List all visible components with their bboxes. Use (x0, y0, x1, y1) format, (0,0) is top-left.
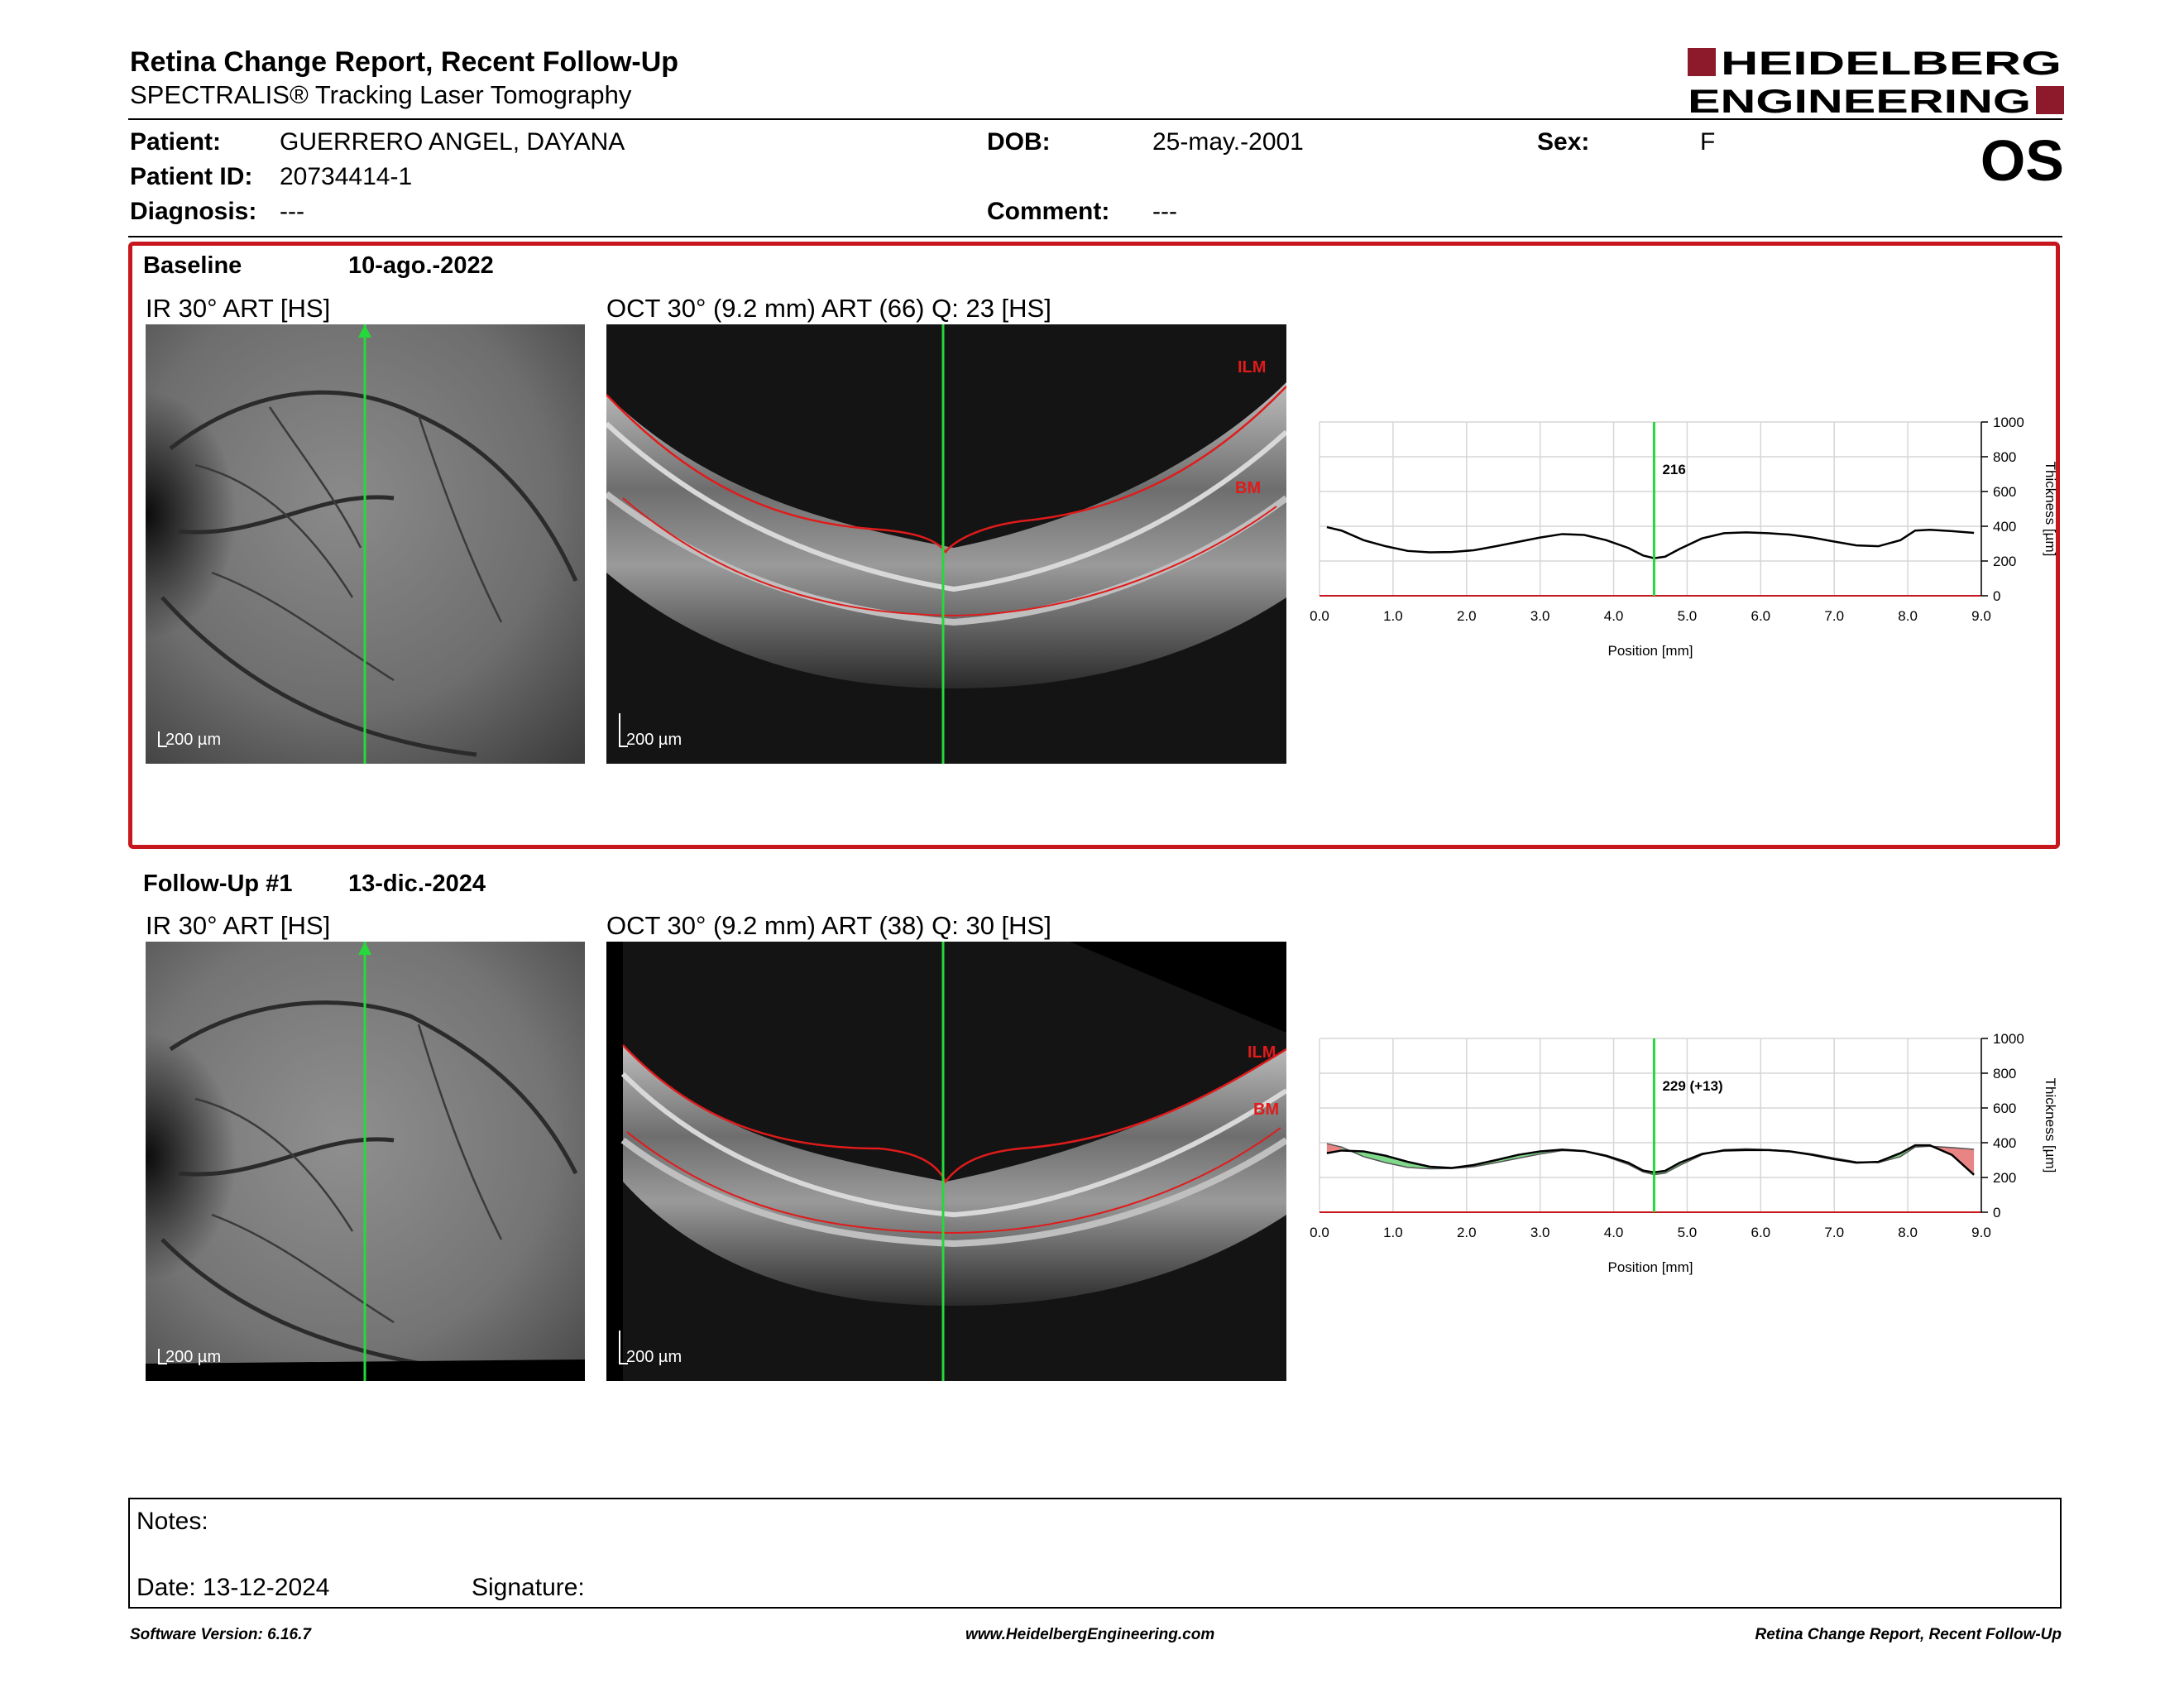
x-tick-label: 9.0 (1971, 1225, 1991, 1240)
logo-line1: HEIDELBERG (1721, 46, 2062, 82)
report-title: Retina Change Report, Recent Follow-Up (130, 46, 679, 78)
followup-ilm-label: ILM (1248, 1043, 1276, 1062)
y-tick-label: 600 (1993, 1101, 2016, 1116)
thickness-line (1326, 525, 1975, 559)
y-axis-label: Thickness [µm] (2043, 462, 2058, 557)
diagnosis-value: --- (280, 198, 304, 225)
followup-ir-caption: IR 30° ART [HS] (146, 911, 331, 940)
x-tick-label: 8.0 (1898, 1225, 1918, 1240)
baseline-ir-image: 200 µm (146, 324, 585, 764)
y-axis-label: Thickness [µm] (2043, 1078, 2058, 1173)
baseline-thickness-chart: 1000 800 600 400 200 0 0.0 1.0 2.0 3.0 4.0 5.0 6.0 7.… (1310, 415, 2058, 659)
y-tick-label: 200 (1993, 1170, 2016, 1186)
difference-area (1952, 1147, 1975, 1175)
dob-value: 25-may.-2001 (1152, 128, 1304, 156)
followup-bm-label: BM (1253, 1101, 1279, 1119)
dob-label: DOB: (987, 128, 1051, 156)
x-tick-label: 3.0 (1530, 608, 1550, 624)
sex-value: F (1700, 128, 1716, 156)
date-label: Date: 13-12-2024 (136, 1574, 330, 1601)
x-axis-label: Position [mm] (1608, 1259, 1693, 1275)
heidelberg-logo: HEIDELBERG ENGINEERING (1688, 46, 2064, 116)
footer-report-name: Retina Change Report, Recent Follow-Up (1755, 1626, 2062, 1643)
followup-ir-scale: 200 µm (165, 1348, 221, 1366)
x-tick-label: 1.0 (1383, 608, 1403, 624)
x-tick-label: 0.0 (1310, 1225, 1329, 1240)
difference-area (1363, 1151, 1386, 1163)
patient-name: GUERRERO ANGEL, DAYANA (280, 128, 625, 156)
followup-oct-image: ILM BM 200 µm (606, 942, 1286, 1381)
baseline-oct-caption: OCT 30° (9.2 mm) ART (66) Q: 23 [HS] (606, 294, 1051, 323)
patient-id-label: Patient ID: (130, 163, 253, 190)
marker-value-label: 229 (+13) (1662, 1078, 1722, 1094)
x-tick-label: 4.0 (1604, 1225, 1624, 1240)
x-tick-label: 7.0 (1824, 608, 1844, 624)
x-tick-label: 5.0 (1678, 608, 1698, 624)
baseline-section (128, 242, 2060, 849)
logo-line2: ENGINEERING (1688, 84, 2031, 116)
software-version: Software Version: 6.16.7 (130, 1626, 311, 1643)
y-tick-label: 200 (1993, 554, 2016, 569)
y-tick-label: 800 (1993, 449, 2016, 465)
y-tick-label: 0 (1993, 588, 2000, 604)
baseline-ir-caption: IR 30° ART [HS] (146, 294, 331, 323)
report-subtitle: SPECTRALIS® Tracking Laser Tomography (130, 80, 632, 109)
x-tick-label: 9.0 (1971, 608, 1991, 624)
baseline-reference-line (1326, 1143, 1975, 1176)
patient-id: 20734414-1 (280, 163, 413, 190)
sex-label: Sex: (1537, 128, 1590, 156)
y-tick-label: 400 (1993, 1135, 2016, 1151)
y-tick-label: 1000 (1993, 415, 2024, 430)
baseline-date: 10-ago.-2022 (348, 252, 494, 279)
x-tick-label: 8.0 (1898, 608, 1918, 624)
x-tick-label: 2.0 (1457, 608, 1477, 624)
followup-thickness-chart: 1000 800 600 400 200 0 0.0 1.0 2.0 3.0 4.0 5.0 6.0 7.… (1310, 1031, 2058, 1275)
baseline-oct-scale: 200 µm (626, 731, 682, 749)
y-tick-label: 1000 (1993, 1031, 2024, 1047)
patient-label: Patient: (130, 128, 222, 156)
thickness-line (1326, 1144, 1975, 1176)
y-tick-label: 0 (1993, 1205, 2000, 1220)
signature-label: Signature: (472, 1574, 585, 1601)
y-tick-label: 800 (1993, 1066, 2016, 1081)
notes-label: Notes: (136, 1508, 208, 1535)
comment-label: Comment: (987, 198, 1110, 225)
followup-oct-scale: 200 µm (626, 1348, 682, 1366)
baseline-oct-image: ILM BM 200 µm (606, 324, 1286, 764)
baseline-bm-label: BM (1235, 479, 1261, 497)
diagnosis-label: Diagnosis: (130, 198, 257, 225)
followup-label: Follow-Up #1 (143, 870, 293, 897)
followup-ir-image: 200 µm (146, 942, 585, 1381)
y-tick-label: 600 (1993, 484, 2016, 500)
marker-value-label: 216 (1662, 462, 1685, 477)
x-tick-label: 6.0 (1751, 1225, 1771, 1240)
followup-date: 13-dic.-2024 (348, 870, 486, 897)
x-tick-label: 4.0 (1604, 608, 1624, 624)
x-tick-label: 2.0 (1457, 1225, 1477, 1240)
x-tick-label: 5.0 (1678, 1225, 1698, 1240)
baseline-ilm-label: ILM (1238, 358, 1266, 376)
footer-url[interactable]: www.HeidelbergEngineering.com (965, 1626, 1215, 1643)
x-axis-label: Position [mm] (1608, 643, 1693, 659)
baseline-label: Baseline (143, 252, 242, 279)
x-tick-label: 7.0 (1824, 1225, 1844, 1240)
notes-box[interactable]: Notes: Date: 13-12-2024 Signature: (128, 1498, 2062, 1609)
baseline-ir-scale: 200 µm (165, 731, 221, 749)
x-tick-label: 6.0 (1751, 608, 1771, 624)
comment-value: --- (1152, 198, 1177, 225)
followup-oct-caption: OCT 30° (9.2 mm) ART (38) Q: 30 [HS] (606, 911, 1051, 940)
x-tick-label: 0.0 (1310, 608, 1329, 624)
difference-area (1386, 1155, 1408, 1168)
x-tick-label: 3.0 (1530, 1225, 1550, 1240)
eye-label: OS (1980, 128, 2064, 193)
y-tick-label: 400 (1993, 519, 2016, 535)
x-tick-label: 1.0 (1383, 1225, 1403, 1240)
